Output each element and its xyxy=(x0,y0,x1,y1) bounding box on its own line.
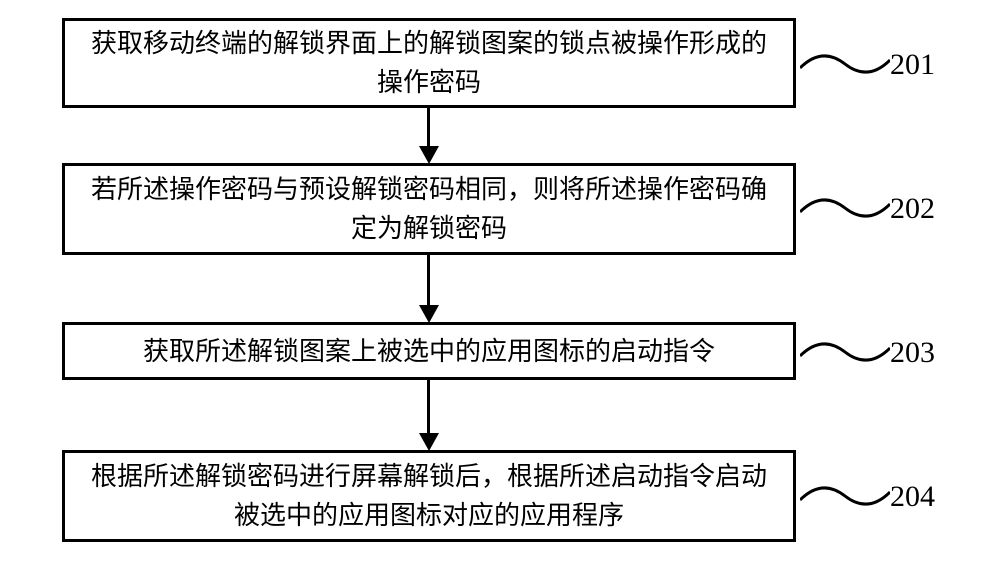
step-label-2: 202 xyxy=(890,192,935,226)
arrow-2-3-line xyxy=(427,255,430,307)
connector-curve-4 xyxy=(800,482,890,510)
connector-curve-3 xyxy=(800,338,890,366)
arrow-3-4-line xyxy=(427,380,430,435)
flow-step-1-text: 获取移动终端的解锁界面上的解锁图案的锁点被操作形成的操作密码 xyxy=(81,24,777,102)
connector-curve-2 xyxy=(800,194,890,222)
flow-step-2-text: 若所述操作密码与预设解锁密码相同，则将所述操作密码确定为解锁密码 xyxy=(81,170,777,248)
arrow-1-2-line xyxy=(427,108,430,148)
arrow-1-2-head xyxy=(419,146,439,164)
flowchart-canvas: 获取移动终端的解锁界面上的解锁图案的锁点被操作形成的操作密码 201 若所述操作… xyxy=(0,0,1000,587)
flow-step-4-text: 根据所述解锁密码进行屏幕解锁后，根据所述启动指令启动被选中的应用图标对应的应用程… xyxy=(81,457,777,535)
flow-step-3: 获取所述解锁图案上被选中的应用图标的启动指令 xyxy=(62,322,796,380)
step-label-1: 201 xyxy=(890,48,935,82)
flow-step-3-text: 获取所述解锁图案上被选中的应用图标的启动指令 xyxy=(143,332,715,371)
flow-step-4: 根据所述解锁密码进行屏幕解锁后，根据所述启动指令启动被选中的应用图标对应的应用程… xyxy=(62,450,796,542)
step-label-4: 204 xyxy=(890,480,935,514)
connector-curve-1 xyxy=(800,50,890,78)
flow-step-2: 若所述操作密码与预设解锁密码相同，则将所述操作密码确定为解锁密码 xyxy=(62,163,796,255)
arrow-3-4-head xyxy=(419,433,439,451)
step-label-3: 203 xyxy=(890,336,935,370)
flow-step-1: 获取移动终端的解锁界面上的解锁图案的锁点被操作形成的操作密码 xyxy=(62,18,796,108)
arrow-2-3-head xyxy=(419,305,439,323)
